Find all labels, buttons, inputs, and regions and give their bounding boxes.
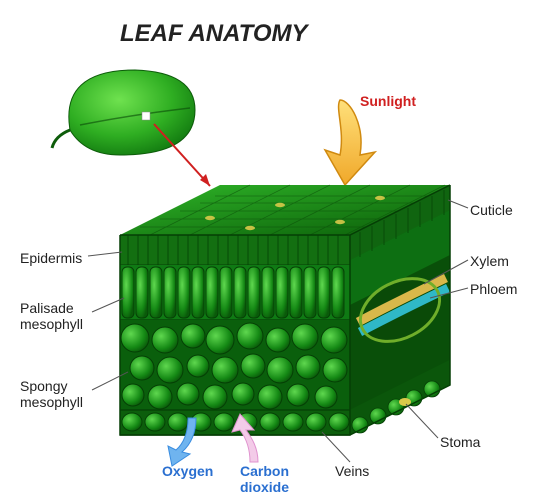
spongy-label-1: Spongy: [20, 378, 67, 395]
veins-label: Veins: [335, 463, 369, 480]
palisade-label-2: mesophyll: [20, 316, 83, 333]
stoma-label: Stoma: [440, 434, 480, 451]
cross-section-block: [120, 185, 450, 435]
carbon-label-1: Carbon: [240, 463, 289, 480]
cuticle-label: Cuticle: [470, 202, 513, 219]
palisade-label-1: Palisade: [20, 300, 74, 317]
sunlight-arrow-icon: [325, 100, 375, 185]
leaf-icon: [52, 70, 210, 186]
xylem-label: Xylem: [470, 253, 509, 270]
sunlight-label: Sunlight: [360, 93, 416, 110]
carbon-label-2: dioxide: [240, 479, 289, 496]
diagram-stage: [0, 0, 560, 500]
oxygen-label: Oxygen: [162, 463, 213, 480]
spongy-label-2: mesophyll: [20, 394, 83, 411]
phloem-label: Phloem: [470, 281, 517, 298]
epidermis-label: Epidermis: [20, 250, 82, 267]
